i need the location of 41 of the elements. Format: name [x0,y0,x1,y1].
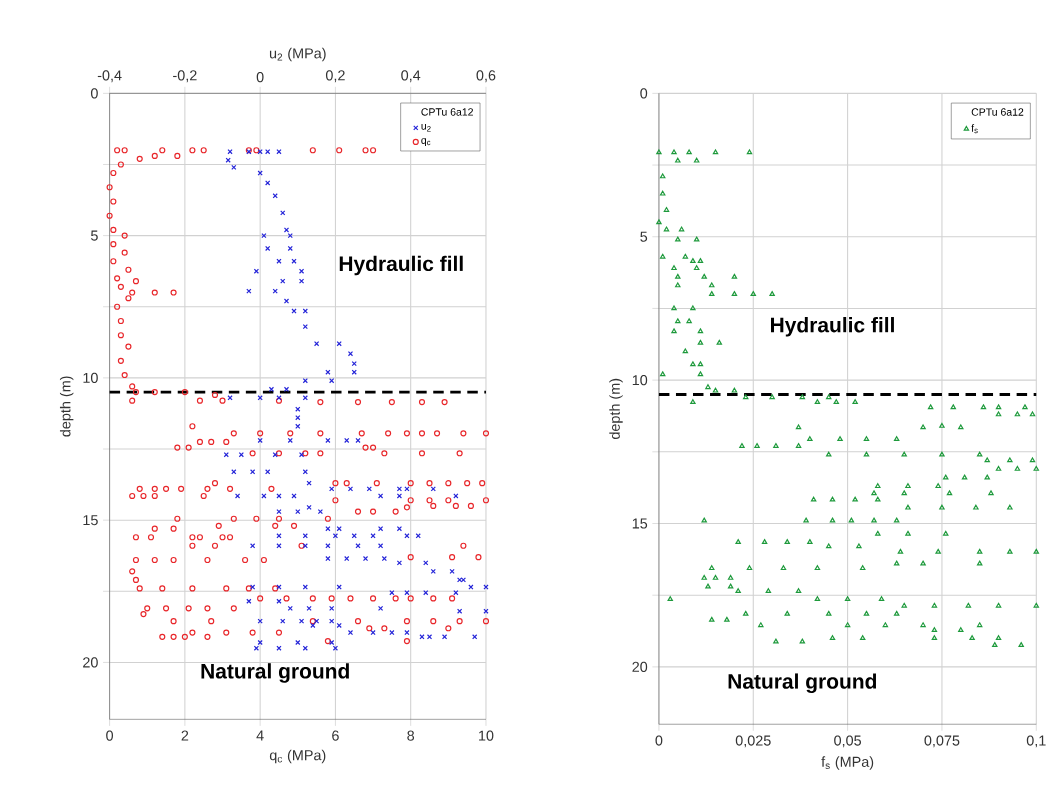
x-tick-label: 6 [332,730,339,741]
y-tick-label: 20 [83,657,98,668]
x2-tick-label: 0 [256,72,264,83]
x2-tick-label: 0,6 [476,70,496,83]
x2-axis-title: u$_{2}$ (MPa) [269,47,326,62]
legend-label: f$_{s}$ [971,124,978,134]
x-tick-label: 0,025 [735,735,771,748]
x-tick-label: 0 [106,730,114,741]
legend-title: CPTu 6a12 [421,108,473,116]
y-tick-label: 5 [640,231,648,242]
x-tick-label: 0 [655,735,663,746]
x-tick-label: 0,075 [924,735,960,748]
x-tick-label: 8 [407,730,415,741]
x-tick-label: 10 [479,730,494,741]
annotation: Hydraulic fill [339,255,463,276]
y-tick-label: 5 [90,230,98,241]
y-tick-label: 15 [83,515,98,526]
y-tick-label: 20 [632,661,648,673]
x2-tick-label: 0,2 [325,70,345,83]
annotation: Natural ground [201,663,349,683]
y-tick-label: 0 [640,88,648,99]
x-tick-label: 0,05 [834,735,862,748]
legend-label: q$_{c}$ [421,138,431,147]
y-axis-title: depth (m) [59,376,74,437]
annotation: Natural ground [728,673,877,694]
annotation: Hydraulic fill [771,317,894,337]
y-tick-label: 15 [632,518,648,529]
x-axis-title: q$_{c}$ (MPa) [269,749,326,764]
x2-tick-label: -0,2 [173,70,197,83]
x-tick-label: 4 [256,730,264,741]
x-tick-label: 0,1 [1026,735,1046,748]
x-axis-title: f$_{s}$ (MPa) [821,756,874,770]
y-tick-label: 0 [90,88,98,99]
x-tick-label: 2 [181,730,189,741]
y-tick-label: 10 [632,375,648,386]
legend-title: CPTu 6a12 [971,108,1024,116]
x2-tick-label: 0,4 [401,70,421,83]
x2-tick-label: -0,4 [97,70,122,83]
y-axis-title: depth (m) [609,378,623,440]
legend-label: u$_{2}$ [421,124,431,132]
y-tick-label: 10 [83,372,98,384]
